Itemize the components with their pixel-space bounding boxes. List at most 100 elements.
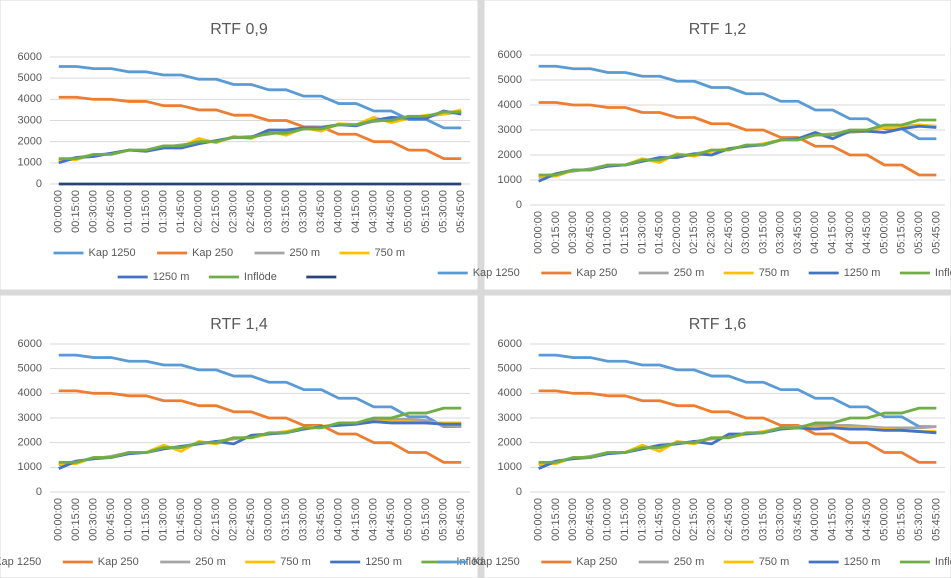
- y-tick-label: 1000: [498, 174, 522, 186]
- x-tick-label: 05:45:00: [930, 211, 942, 254]
- x-tick-label: 00:45:00: [105, 190, 117, 233]
- x-tick-label: 02:45:00: [723, 211, 735, 254]
- x-tick-label: 03:30:00: [775, 498, 787, 541]
- x-tick-label: 04:00:00: [809, 498, 821, 541]
- x-tick-label: 01:00:00: [123, 498, 135, 541]
- x-tick-label: 03:45:00: [315, 190, 327, 233]
- x-tick-label: 02:30:00: [705, 211, 717, 254]
- x-tick-label: 05:30:00: [438, 498, 450, 541]
- x-tick-label: 04:30:00: [844, 211, 856, 254]
- x-tick-label: 00:30:00: [567, 498, 579, 541]
- x-tick-label: 01:15:00: [140, 190, 152, 233]
- x-tick-label: 01:45:00: [654, 211, 666, 254]
- x-tick-label: 03:00:00: [263, 190, 275, 233]
- legend-label: Inflöde: [456, 556, 489, 568]
- x-tick-label: 02:30:00: [228, 190, 240, 233]
- x-tick-label: 00:45:00: [105, 498, 117, 541]
- x-tick-label: 05:00:00: [878, 498, 890, 541]
- x-tick-label: 00:15:00: [550, 498, 562, 541]
- x-tick-label: 02:15:00: [688, 498, 700, 541]
- series-line: [538, 389, 937, 464]
- x-tick-label: 02:00:00: [193, 190, 205, 233]
- x-tick-label: 00:45:00: [584, 498, 596, 541]
- x-tick-label: 05:15:00: [420, 190, 432, 233]
- y-tick-label: 5000: [498, 363, 522, 375]
- x-tick-label: 05:15:00: [896, 211, 908, 254]
- series-line: [538, 118, 937, 177]
- chart-panel: RTF 1,4 0 1000 2000 3000 4000 5000 6000 00:00:00…: [0, 294, 489, 578]
- x-tick-label: 00:15:00: [550, 211, 562, 254]
- series-line: [58, 65, 462, 130]
- x-tick-label: 03:30:00: [775, 211, 787, 254]
- chart-panel: RTF 0,9 0 1000 2000 3000 4000 5000 6000 00:00:00…: [0, 0, 479, 291]
- chart-panel: RTF 1,6 0 1000 2000 3000 4000 5000 6000 00:00:00…: [437, 294, 951, 578]
- legend-label: 750 m: [759, 556, 790, 568]
- y-tick-label: 6000: [498, 338, 522, 350]
- y-tick-label: 2000: [498, 437, 522, 449]
- x-tick-label: 04:45:00: [861, 498, 873, 541]
- y-tick-label: 0: [516, 486, 522, 498]
- panel-background: [0, 0, 479, 291]
- x-tick-label: 03:15:00: [757, 211, 769, 254]
- x-tick-label: 02:45:00: [723, 498, 735, 541]
- x-tick-label: 01:15:00: [619, 211, 631, 254]
- x-tick-label: 01:45:00: [654, 498, 666, 541]
- series-line: [58, 95, 462, 160]
- y-tick-label: 6000: [18, 51, 42, 63]
- x-tick-label: 00:00:00: [53, 498, 65, 541]
- legend-label: 750 m: [375, 247, 406, 259]
- chart-panel: RTF 1,2 0 1000 2000 3000 4000 5000 6000 00:00:00…: [437, 0, 951, 291]
- y-tick-label: 2000: [498, 149, 522, 161]
- y-tick-label: 1000: [18, 461, 42, 473]
- x-tick-label: 02:15:00: [688, 211, 700, 254]
- x-tick-label: 03:45:00: [792, 211, 804, 254]
- x-tick-label: 01:45:00: [175, 498, 187, 541]
- series-line: [58, 110, 462, 160]
- y-tick-label: 5000: [498, 74, 522, 86]
- x-tick-label: 04:15:00: [350, 190, 362, 233]
- x-tick-label: 04:45:00: [861, 211, 873, 254]
- x-tick-label: 02:45:00: [245, 190, 257, 233]
- x-tick-label: 02:00:00: [671, 211, 683, 254]
- x-tick-label: 01:30:00: [636, 211, 648, 254]
- x-tick-label: 01:00:00: [602, 498, 614, 541]
- x-tick-label: 00:00:00: [533, 498, 545, 541]
- x-tick-label: 02:15:00: [210, 498, 222, 541]
- legend-label: 250 m: [290, 247, 321, 259]
- y-tick-label: 3000: [498, 412, 522, 424]
- legend-label: 750 m: [759, 267, 790, 279]
- legend-label: Kap 1250: [89, 247, 136, 259]
- x-tick-label: 04:30:00: [368, 190, 380, 233]
- series-line: [538, 406, 937, 464]
- x-tick-label: 05:45:00: [930, 498, 942, 541]
- y-tick-label: 1000: [498, 461, 522, 473]
- x-tick-label: 05:15:00: [896, 498, 908, 541]
- legend-label: Inflöde: [244, 271, 277, 283]
- series-line: [58, 406, 462, 464]
- legend-label: Inflöde: [935, 267, 951, 279]
- y-tick-label: 5000: [18, 72, 42, 84]
- x-tick-label: 03:45:00: [315, 498, 327, 541]
- legend-label: 250 m: [674, 267, 705, 279]
- x-tick-label: 00:30:00: [88, 498, 100, 541]
- x-tick-label: 02:15:00: [210, 190, 222, 233]
- y-tick-label: 3000: [18, 412, 42, 424]
- y-tick-label: 3000: [18, 114, 42, 126]
- x-tick-label: 02:30:00: [228, 498, 240, 541]
- y-tick-label: 1000: [18, 157, 42, 169]
- x-tick-label: 04:15:00: [827, 211, 839, 254]
- x-tick-label: 05:00:00: [403, 190, 415, 233]
- y-tick-label: 4000: [18, 93, 42, 105]
- x-tick-label: 03:15:00: [280, 498, 292, 541]
- x-tick-label: 00:30:00: [88, 190, 100, 233]
- legend-label: 750 m: [280, 556, 311, 568]
- series-line: [538, 353, 937, 429]
- legend-label: 1250 m: [844, 267, 881, 279]
- x-tick-label: 04:30:00: [844, 498, 856, 541]
- y-tick-label: 6000: [18, 338, 42, 350]
- y-tick-label: 4000: [18, 387, 42, 399]
- x-tick-label: 04:15:00: [827, 498, 839, 541]
- x-tick-label: 01:30:00: [636, 498, 648, 541]
- y-tick-label: 0: [36, 178, 42, 190]
- x-tick-label: 03:00:00: [263, 498, 275, 541]
